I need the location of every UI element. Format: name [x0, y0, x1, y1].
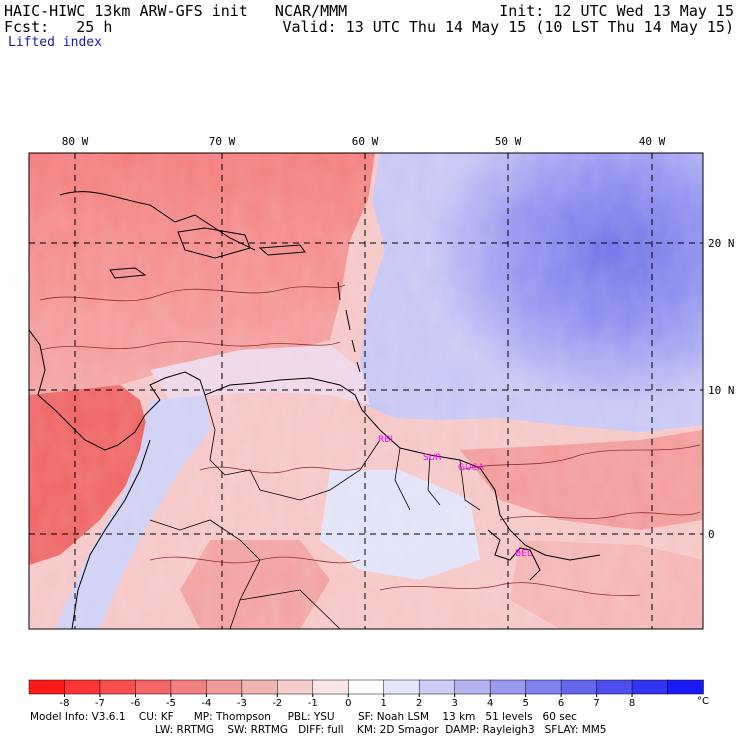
colorbar-tick-label: -8: [59, 698, 69, 709]
colorbar-tick-label: -2: [272, 698, 282, 709]
station-guca: GUCA: [458, 463, 485, 473]
country-borders: [149, 394, 481, 629]
colorbar-swatch: [525, 679, 562, 695]
field-name: Lifted index: [8, 35, 102, 50]
colorbar-swatch: [241, 679, 279, 695]
lon-label-60w: 60 W: [352, 135, 379, 148]
station-sur: SUR: [423, 453, 442, 463]
colorbar-swatch: [312, 679, 350, 695]
station-bel: BEL: [515, 549, 532, 559]
colorbar-swatch: [206, 679, 243, 695]
contour-7: [379, 582, 641, 597]
colorbar-swatch: [596, 679, 633, 695]
colorbar-swatch: [631, 679, 669, 695]
colorbar-swatch: [135, 679, 172, 695]
map-field: [29, 153, 703, 629]
axis-labels: 80 W 70 W 60 W 50 W 40 W 20 N 10 N 0: [62, 135, 735, 541]
lat-label-0: 0: [708, 528, 715, 541]
contour-3: [199, 466, 361, 474]
lon-label-40w: 40 W: [639, 135, 666, 148]
header-valid: Valid: 13 UTC Thu 14 May 15 (10 LST Thu …: [282, 18, 734, 36]
map-frame: [28, 152, 704, 630]
lon-label-80w: 80 W: [62, 135, 89, 148]
grid: [29, 153, 703, 629]
lon-label-50w: 50 W: [495, 135, 522, 148]
colorbar-unit: °C: [697, 696, 709, 707]
contour-1: [39, 284, 346, 302]
contour-6: [149, 556, 361, 564]
colorbar-tick-label: 2: [416, 698, 422, 709]
colorbar-tick-label: 0: [345, 698, 351, 709]
colorbar-swatch: [28, 679, 66, 695]
stations: RBI SUR GUCA BEL: [378, 435, 532, 559]
coast-central-america: [29, 329, 161, 451]
colorbar-swatch: [99, 679, 137, 695]
colorbar-swatch: [64, 679, 101, 695]
colorbar-tick-label: -3: [237, 698, 247, 709]
colorbar-ticks: -8 -7 -6 -5 -4 -3 -2 -1 0 1 2 3 4 5 6 7 8: [59, 694, 635, 709]
header-title: HAIC-HIWC 13km ARW-GFS init NCAR/MMM: [4, 2, 348, 20]
border-guianas: [394, 447, 481, 511]
colorbar-tick-label: -1: [308, 698, 318, 709]
colorbar-tick-label: -5: [166, 698, 176, 709]
contours: [39, 284, 701, 597]
colorbar-tick-label: -4: [201, 698, 211, 709]
colorbar-swatch: [277, 679, 314, 695]
coastlines: [29, 191, 601, 629]
colorbar-swatch: [170, 679, 208, 695]
colorbar-swatches: [28, 679, 704, 695]
contour-4: [459, 444, 701, 471]
coast-south-america: [71, 371, 601, 629]
colorbar-tick-label: -6: [130, 698, 140, 709]
header-fcst: Fcst: 25 h: [4, 18, 113, 36]
colorbar-tick-label: 3: [451, 698, 457, 709]
colorbar-tick-label: 1: [381, 698, 387, 709]
contour-2: [39, 341, 341, 351]
station-rbi: RBI: [378, 435, 393, 445]
colorbar-swatch: [489, 679, 527, 695]
colorbar-tick-label: 6: [558, 698, 564, 709]
colorbar-swatch: [418, 679, 456, 695]
colorbar-swatch: [454, 679, 491, 695]
colorbar-tick-label: -7: [95, 698, 105, 709]
coast-lesser-antilles: [337, 281, 361, 373]
lon-label-70w: 70 W: [209, 135, 236, 148]
coast-amazon-mouth: [487, 529, 541, 581]
coast-greater-antilles: [59, 191, 306, 279]
border-peru-brazil: [239, 589, 341, 629]
colorbar-tick-label: 4: [487, 698, 493, 709]
colorbar-swatch: [383, 679, 420, 695]
lat-label-20n: 20 N: [708, 237, 735, 250]
footer-line1: Model Info: V3.6.1 CU: KF MP: Thompson P…: [30, 711, 577, 723]
colorbar-swatch: [667, 679, 704, 695]
header-init: Init: 12 UTC Wed 13 May 15: [499, 2, 734, 20]
colorbar-tick-label: 8: [629, 698, 635, 709]
colorbar-swatch: [560, 679, 598, 695]
colorbar-tick-label: 7: [593, 698, 599, 709]
border-venezuela-brazil: [259, 439, 381, 501]
lat-label-10n: 10 N: [708, 384, 735, 397]
field-texture: [29, 153, 703, 629]
footer-line2: LW: RRTMG SW: RRTMG DIFF: full KM: 2D Sm…: [155, 724, 607, 736]
contour-5: [499, 511, 701, 521]
colorbar-tick-label: 5: [522, 698, 528, 709]
colorbar-swatch: [348, 679, 385, 695]
